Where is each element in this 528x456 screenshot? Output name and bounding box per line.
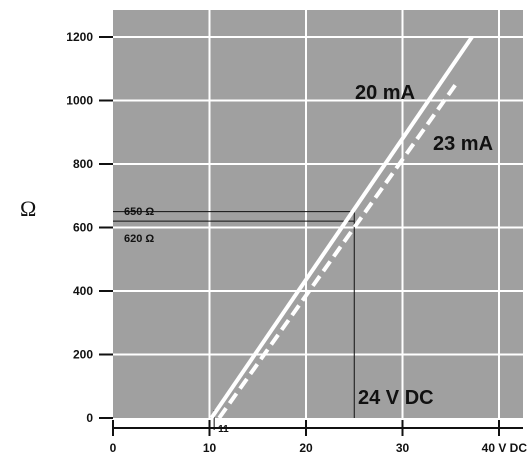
annotation-620-ohm: 620 Ω: [124, 233, 154, 245]
series-line-20ma: [209, 35, 474, 420]
axes: [99, 36, 523, 436]
x-tick-label: 30: [396, 441, 410, 455]
y-tick-label: 800: [73, 157, 93, 171]
annotation-24v-dc: 24 V DC: [358, 387, 434, 409]
y-tick-label: 1200: [66, 30, 93, 44]
series-label-20ma: 20 mA: [355, 82, 415, 104]
y-tick-label: 1000: [66, 94, 93, 108]
x-tick-label: 20: [299, 441, 313, 455]
x-tick-label: 0: [110, 441, 117, 455]
grid: [113, 10, 523, 418]
series-label-23ma: 23 mA: [433, 133, 493, 155]
min-voltage-label: 11: [218, 424, 229, 435]
x-tick-label: 10: [203, 441, 217, 455]
annotation-650-ohm: 650 Ω: [124, 206, 154, 218]
series-group: [209, 35, 474, 420]
plot-area: [113, 10, 523, 418]
y-tick-label: 600: [73, 221, 93, 235]
x-axis-end-label: 40 V DC: [482, 441, 528, 455]
reference-lines: [113, 211, 355, 430]
y-tick-label: 200: [73, 348, 93, 362]
y-tick-label: 400: [73, 284, 93, 298]
y-axis-label: Ω: [20, 196, 36, 221]
series-line-23ma: [217, 83, 458, 420]
labels: 0 200 400 600 800 1000 1200 Ω 0 10 20 30 40 V DC 11 65…: [20, 30, 527, 455]
y-tick-label: 0: [86, 411, 93, 425]
